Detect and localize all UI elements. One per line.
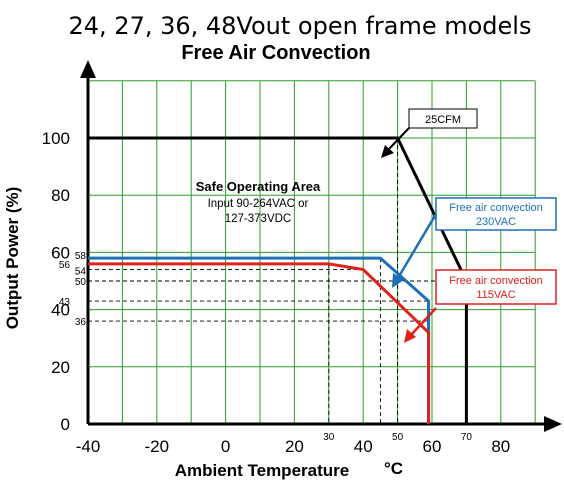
soa-title: Safe Operating Area [196, 179, 321, 194]
series-line-3 [88, 264, 429, 424]
y-marker-label: 58 [75, 251, 87, 262]
callout-230-line-2: 230VAC [476, 216, 516, 228]
x-tick-label: 60 [423, 437, 442, 456]
callout-25cfm-label: 25CFM [425, 114, 461, 126]
axes [80, 60, 562, 432]
x-tick-label: -40 [76, 437, 101, 456]
x-tick-label: 40 [354, 437, 373, 456]
x-marker-label: 50 [392, 432, 404, 443]
y-tick-label: 80 [51, 186, 70, 205]
x-axis-arrow [544, 416, 562, 432]
callout-115-line-2: 115VAC [476, 289, 515, 301]
grid [88, 81, 535, 424]
y-axis-label: Output Power (%) [3, 187, 22, 330]
soa-line-2: 127-373VDC [225, 213, 291, 225]
y-marker-label: 56 [59, 260, 71, 271]
soa-line-1: Input 90-264VAC or [208, 198, 309, 210]
y-tick-label: 0 [61, 415, 70, 434]
x-marker-label: 70 [461, 432, 473, 443]
chart-title: 24, 27, 36, 48Vout open frame models [69, 12, 532, 40]
y-marker-label: 43 [59, 297, 71, 308]
x-axis-label: Ambient Temperature [175, 461, 349, 480]
x-tick-label: -20 [145, 437, 170, 456]
callout-230-line-1: Free air convection [449, 202, 543, 214]
y-marker-label: 54 [75, 267, 87, 278]
callout-230-leader [398, 214, 436, 278]
y-axis-arrow [80, 60, 96, 78]
x-marker-label: 30 [323, 432, 335, 443]
y-marker-label: 36 [75, 317, 87, 328]
callout-115-line-1: Free air convection [449, 275, 543, 287]
chart-subtitle: Free Air Convection [181, 42, 370, 64]
y-marker-label: 50 [75, 277, 87, 288]
x-tick-label: 20 [285, 437, 304, 456]
x-tick-label: 0 [221, 437, 230, 456]
x-tick-label: 80 [491, 437, 510, 456]
x-axis-unit: °C [384, 459, 403, 478]
y-tick-label: 20 [51, 358, 70, 377]
y-tick-label: 100 [42, 129, 70, 148]
